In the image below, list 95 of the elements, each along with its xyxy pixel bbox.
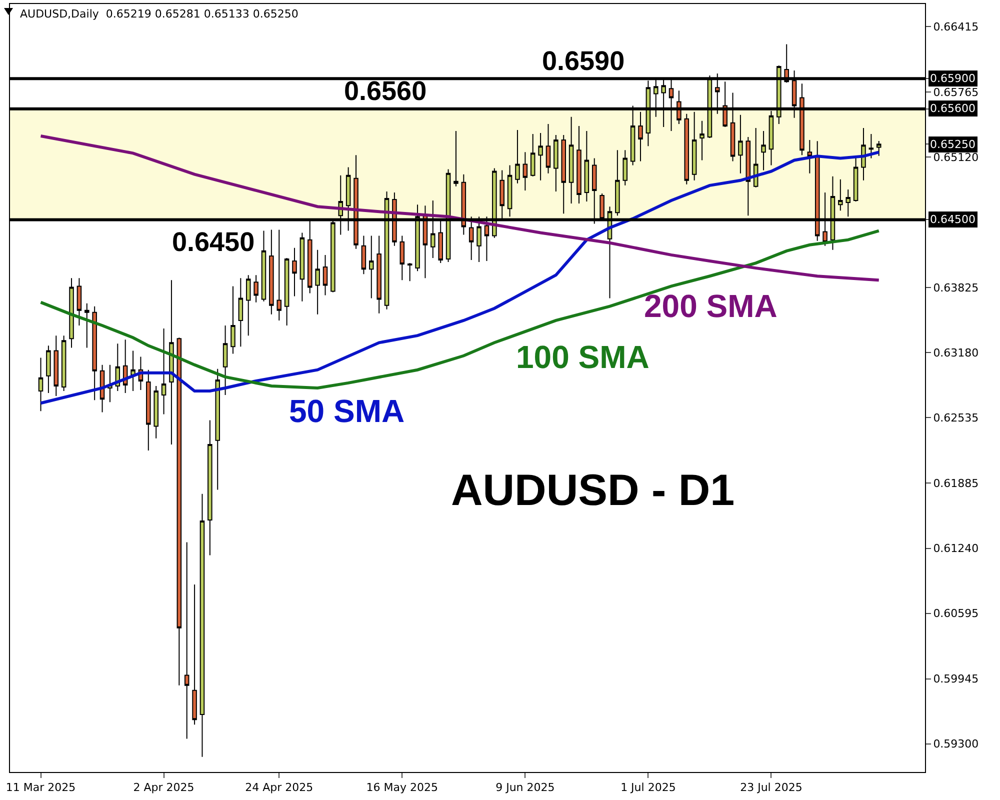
x-tick-label: 24 Apr 2025 [245, 781, 314, 794]
candlestick [292, 247, 297, 297]
x-tick-label: 16 May 2025 [366, 781, 438, 794]
candlestick [61, 335, 66, 392]
y-tick-label: 0.61240 [933, 542, 979, 556]
candlestick [230, 286, 236, 354]
candlestick [700, 120, 704, 161]
ref-line-label: 0.6560 [344, 76, 427, 106]
candlestick [861, 127, 866, 181]
candlestick [515, 129, 520, 184]
y-tick-label: 0.62535 [933, 412, 979, 425]
candlestick [738, 114, 743, 174]
candlestick [238, 278, 244, 348]
candlestick [254, 274, 258, 303]
series-label: 200 SMA [644, 288, 778, 324]
candlestick [838, 178, 843, 212]
y-tick-label: 0.63825 [933, 282, 979, 295]
y-tick-label: 0.61885 [933, 477, 979, 490]
candlestick [369, 235, 374, 299]
candlestick [276, 229, 282, 321]
ref-line-label: 0.6590 [542, 46, 625, 76]
chart-title: AUDUSD,Daily 0.65219 0.65281 0.65133 0.65250 [20, 7, 298, 20]
y-tick-label: 0.65120 [933, 151, 979, 164]
candlestick [615, 150, 620, 216]
candlestick [761, 130, 766, 171]
x-tick-label: 23 Jul 2025 [740, 781, 802, 794]
candlestick [561, 134, 566, 214]
candlestick [622, 150, 628, 186]
candlestick [554, 134, 558, 192]
y-tick-label: 0.66415 [933, 20, 979, 34]
line-series [39, 229, 880, 390]
candlestick [215, 368, 220, 490]
candlestick [284, 257, 290, 326]
candlestick [576, 125, 582, 204]
candlestick [876, 140, 882, 156]
candlestick [76, 278, 82, 326]
candlestick [807, 140, 812, 174]
x-tick-label: 1 Jul 2025 [620, 781, 676, 794]
series-label: 50 SMA [289, 393, 405, 429]
y-tick-label: 0.64500 [930, 213, 976, 226]
candlestick [868, 134, 874, 159]
candlestick [69, 278, 74, 348]
candlestick [130, 350, 136, 392]
candlestick [300, 232, 305, 302]
y-tick-label: 0.59945 [933, 672, 979, 686]
candlestick [361, 235, 366, 275]
candlestick [454, 130, 458, 187]
candlestick [684, 113, 690, 185]
y-tick-label: 0.65600 [930, 102, 976, 115]
series-label: 100 SMA [516, 339, 650, 375]
candlestick [584, 130, 590, 202]
y-tick-label: 0.65250 [930, 138, 976, 151]
y-tick-label: 0.65900 [930, 72, 976, 85]
y-tick-label: 0.63180 [933, 346, 979, 360]
candlestick [146, 369, 151, 451]
candlestick [38, 357, 44, 412]
candlestick [853, 156, 858, 202]
candlestick [184, 542, 190, 740]
candlestick [322, 254, 328, 296]
x-tick-label: 11 Mar 2025 [6, 781, 76, 794]
candlestick [100, 364, 105, 413]
candlestick [154, 385, 158, 439]
candlestick [538, 132, 543, 181]
candlestick [546, 123, 551, 174]
candlestick [246, 274, 251, 336]
candlestick [746, 136, 751, 216]
candlestick [169, 280, 174, 445]
candlestick [261, 230, 266, 302]
candlestick [200, 493, 205, 758]
candlestick [568, 116, 574, 204]
candlestick [522, 152, 528, 191]
candlestick [208, 420, 212, 556]
candlestick [161, 328, 166, 415]
y-tick-label: 0.59300 [933, 738, 979, 751]
candlestick [269, 229, 274, 315]
candlestick [84, 302, 90, 348]
x-tick-label: 2 Apr 2025 [133, 781, 194, 794]
candlestick [530, 134, 536, 177]
ref-line-label: 0.6450 [172, 227, 255, 257]
candlestick [376, 235, 382, 314]
candlestick [407, 262, 412, 282]
candlestick [46, 345, 51, 394]
annotation: AUDUSD - D1 [451, 466, 735, 515]
line-series [39, 134, 880, 282]
candlestick [92, 306, 97, 401]
candlestick [192, 584, 197, 726]
candlestick [54, 335, 59, 397]
x-tick-label: 9 Jun 2025 [496, 781, 555, 794]
candlestick [222, 325, 228, 396]
y-tick-label: 0.65765 [933, 86, 979, 100]
y-tick-label: 0.60595 [933, 607, 979, 620]
candlestick [400, 235, 405, 281]
candlestick [176, 337, 182, 686]
candlestick [315, 249, 320, 315]
candlestick [753, 127, 758, 188]
